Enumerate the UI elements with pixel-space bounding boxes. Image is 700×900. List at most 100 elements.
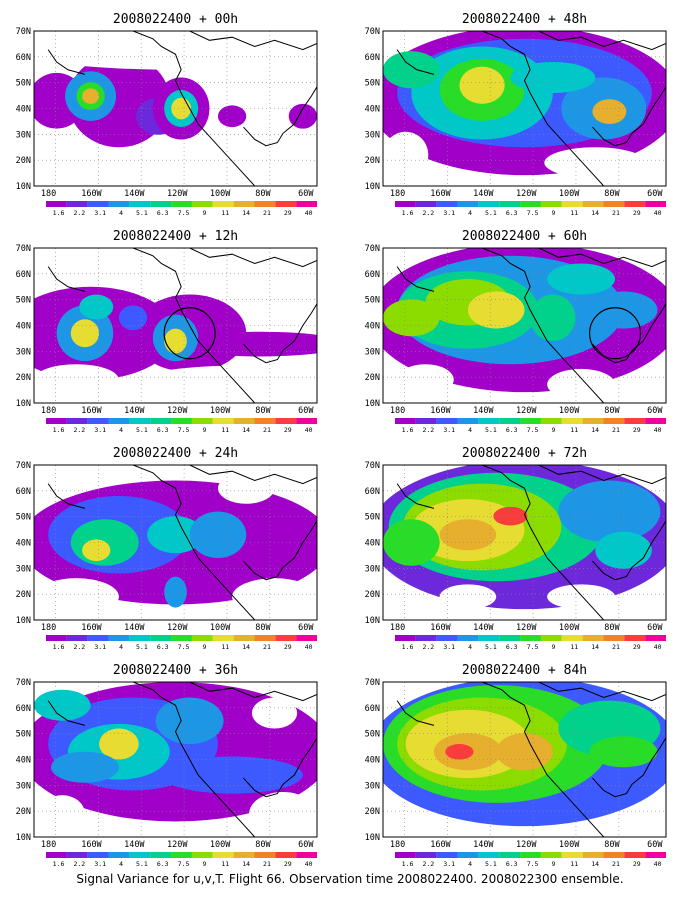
colorbar-label: 3.1 bbox=[94, 643, 106, 651]
colorbar-swatch bbox=[212, 418, 234, 424]
colorbar-label: 6.3 bbox=[157, 426, 169, 434]
colorbar-label: 9 bbox=[202, 643, 206, 651]
colorbar-swatch bbox=[191, 852, 213, 858]
panel-frame bbox=[33, 464, 318, 621]
colorbar-swatch bbox=[624, 201, 646, 207]
panel-title: 2008022400 + 36h bbox=[113, 663, 238, 678]
y-tick-label: 20N bbox=[365, 590, 380, 600]
colorbar-swatch bbox=[540, 635, 562, 641]
figure-caption: Signal Variance for u,v,T. Flight 66. Ob… bbox=[76, 872, 624, 886]
x-tick-label: 80W bbox=[255, 406, 271, 416]
x-tick-label: 120W bbox=[167, 406, 188, 416]
x-tick-label: 80W bbox=[604, 189, 620, 199]
colorbar-swatch bbox=[436, 635, 458, 641]
colorbar-label: 11 bbox=[570, 209, 578, 217]
y-tick-label: 40N bbox=[16, 756, 31, 766]
arctic-coast-line bbox=[189, 682, 317, 702]
colorbar-swatch bbox=[46, 852, 67, 858]
colorbar-label: 5.1 bbox=[485, 643, 497, 651]
aleutian-line bbox=[47, 700, 86, 726]
colorbar-swatch bbox=[520, 418, 541, 424]
y-tick-label: 10N bbox=[365, 833, 380, 843]
y-tick-label: 30N bbox=[365, 130, 380, 140]
colorbar-swatch bbox=[540, 201, 562, 207]
colorbar-swatch bbox=[478, 418, 500, 424]
no-signal-region bbox=[232, 578, 317, 616]
colorbar-swatch bbox=[645, 418, 666, 424]
x-tick-label: 60W bbox=[647, 840, 663, 850]
colorbar-swatch bbox=[171, 852, 192, 858]
colorbar-swatch bbox=[561, 418, 583, 424]
colorbar-swatch bbox=[645, 635, 666, 641]
colorbar-label: 4 bbox=[468, 860, 472, 868]
colorbar-label: 11 bbox=[221, 426, 229, 434]
colorbar-label: 2.2 bbox=[73, 426, 85, 434]
colorbar-swatch bbox=[395, 635, 416, 641]
y-tick-label: 70N bbox=[365, 244, 380, 254]
colorbar-swatch bbox=[171, 635, 192, 641]
colorbar-label: 2.2 bbox=[73, 643, 85, 651]
y-tick-label: 20N bbox=[16, 156, 31, 166]
y-tick-label: 50N bbox=[16, 513, 31, 523]
x-tick-label: 60W bbox=[298, 189, 314, 199]
colorbar-swatch bbox=[275, 418, 297, 424]
variance-contour bbox=[467, 291, 525, 329]
coastline bbox=[396, 248, 666, 403]
x-tick-label: 140W bbox=[473, 189, 494, 199]
colorbar-label: 7.5 bbox=[178, 209, 190, 217]
colorbar-label: 29 bbox=[284, 426, 292, 434]
colorbar-label: 7.5 bbox=[527, 643, 539, 651]
panel-frame bbox=[382, 464, 667, 621]
colorbar-swatch bbox=[395, 852, 416, 858]
x-tick-label: 100W bbox=[559, 840, 580, 850]
colorbar-label: 29 bbox=[284, 209, 292, 217]
x-tick-label: 100W bbox=[559, 406, 580, 416]
colorbar-swatch bbox=[436, 201, 458, 207]
colorbar-label: 11 bbox=[221, 643, 229, 651]
colorbar-label: 1.6 bbox=[402, 860, 414, 868]
aleutian-line bbox=[396, 700, 435, 726]
y-tick-label: 50N bbox=[365, 513, 380, 523]
colorbar-label: 14 bbox=[242, 209, 250, 217]
colorbar-swatch bbox=[66, 852, 88, 858]
colorbar-swatch bbox=[108, 201, 130, 207]
x-tick-label: 80W bbox=[255, 623, 271, 633]
colorbar-label: 7.5 bbox=[178, 426, 190, 434]
x-tick-label: 80W bbox=[255, 189, 271, 199]
y-tick-label: 70N bbox=[365, 27, 380, 37]
colorbar-swatch bbox=[540, 852, 562, 858]
gulf-coast-line bbox=[243, 86, 317, 147]
colorbar-swatch bbox=[150, 201, 172, 207]
colorbar-label: 1.6 bbox=[53, 209, 65, 217]
variance-contour bbox=[34, 689, 91, 721]
colorbar-label: 2.2 bbox=[422, 643, 434, 651]
colorbar-swatch bbox=[582, 201, 604, 207]
variance-contour bbox=[592, 99, 627, 124]
x-tick-label: 120W bbox=[516, 189, 537, 199]
arctic-coast-line bbox=[538, 248, 666, 268]
colorbar-label: 29 bbox=[284, 860, 292, 868]
y-tick-label: 60N bbox=[16, 270, 31, 280]
west-coast-line bbox=[481, 248, 605, 403]
panel-frame bbox=[33, 247, 318, 404]
colorbar-swatch bbox=[66, 201, 88, 207]
colorbar-label: 9 bbox=[202, 860, 206, 868]
colorbar-swatch bbox=[415, 635, 437, 641]
x-tick-label: 100W bbox=[210, 840, 231, 850]
no-signal-region bbox=[217, 472, 275, 504]
colorbar-label: 6.3 bbox=[157, 209, 169, 217]
colorbar-label: 9 bbox=[202, 426, 206, 434]
colorbar-swatch bbox=[254, 635, 276, 641]
y-tick-label: 20N bbox=[16, 373, 31, 383]
y-tick-label: 40N bbox=[365, 539, 380, 549]
no-signal-region bbox=[547, 368, 616, 400]
y-tick-label: 50N bbox=[16, 296, 31, 306]
variance-contour bbox=[189, 511, 247, 558]
colorbar-swatch bbox=[233, 852, 255, 858]
x-tick-label: 180 bbox=[41, 406, 56, 416]
x-tick-label: 120W bbox=[167, 189, 188, 199]
no-signal-region bbox=[34, 151, 317, 186]
colorbar-label: 21 bbox=[263, 860, 271, 868]
colorbar-swatch bbox=[478, 201, 500, 207]
